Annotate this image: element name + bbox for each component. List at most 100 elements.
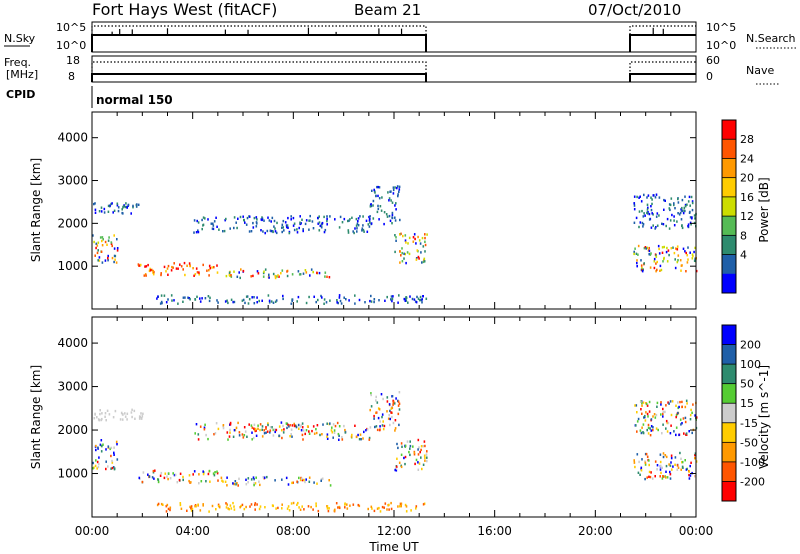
echo-cell xyxy=(297,295,300,299)
echo-cell xyxy=(250,503,253,506)
echo-cell xyxy=(206,269,208,272)
echo-cell xyxy=(299,425,302,428)
echo-cell xyxy=(399,233,401,236)
echo-cell xyxy=(392,192,395,195)
echo-cell xyxy=(239,506,241,509)
echo-cell xyxy=(241,433,244,436)
echo-cell xyxy=(197,229,199,232)
echo-cell xyxy=(184,296,186,299)
echo-cell xyxy=(112,416,115,419)
echo-cell xyxy=(213,220,216,223)
echo-cell xyxy=(301,218,303,221)
echo-cell xyxy=(673,219,675,222)
echo-cell xyxy=(159,302,162,305)
echo-cell xyxy=(685,468,688,471)
echo-cell xyxy=(260,229,262,232)
echo-cell xyxy=(390,407,393,410)
echo-cell xyxy=(220,476,223,479)
echo-cell xyxy=(301,477,303,480)
echo-cell xyxy=(190,481,192,484)
echo-cell xyxy=(207,295,210,298)
echo-cell xyxy=(250,275,252,278)
echo-cell xyxy=(184,273,186,277)
echo-cell xyxy=(652,426,654,429)
echo-cell xyxy=(654,416,657,419)
echo-cell xyxy=(281,230,283,234)
echo-cell xyxy=(229,421,232,425)
echo-cell xyxy=(651,212,653,215)
echo-cell xyxy=(281,226,283,229)
echo-cell xyxy=(397,505,399,508)
echo-cell xyxy=(293,228,296,232)
echo-cell xyxy=(639,221,642,224)
echo-cell xyxy=(689,210,691,214)
echo-cell xyxy=(665,476,667,479)
echo-cell xyxy=(274,230,277,233)
echo-cell xyxy=(387,417,390,420)
echo-cell xyxy=(318,221,321,224)
echo-cell xyxy=(660,401,662,404)
echo-cell xyxy=(311,220,314,223)
echo-cell xyxy=(376,210,379,214)
echo-cell xyxy=(305,219,308,222)
echo-cell xyxy=(689,418,692,421)
echo-cell xyxy=(318,215,320,218)
echo-cell xyxy=(272,272,275,276)
echo-cell xyxy=(98,419,101,422)
echo-cell xyxy=(163,476,166,480)
echo-cell xyxy=(163,294,166,297)
echo-cell xyxy=(680,264,683,267)
echo-cell xyxy=(635,404,638,407)
echo-cell xyxy=(670,424,672,427)
echo-cell xyxy=(242,269,245,273)
echo-cell xyxy=(396,457,398,460)
echo-cell xyxy=(178,478,181,482)
echo-cell xyxy=(379,205,382,208)
echo-cell xyxy=(399,502,402,505)
echo-cell xyxy=(160,471,163,475)
echo-cell xyxy=(677,406,679,410)
echo-cell xyxy=(233,429,236,432)
echo-cell xyxy=(93,417,96,420)
echo-cell xyxy=(656,401,659,405)
echo-cell xyxy=(383,222,385,226)
echo-cell xyxy=(172,266,174,269)
echo-cell xyxy=(397,193,399,196)
echo-cell xyxy=(108,236,110,239)
echo-cell xyxy=(334,424,337,428)
echo-cell xyxy=(157,478,160,481)
echo-cell xyxy=(638,196,640,199)
echo-cell xyxy=(331,426,333,429)
echo-cell xyxy=(307,505,310,508)
echo-cell xyxy=(237,217,239,220)
echo-cell xyxy=(418,462,421,465)
echo-cell xyxy=(377,185,379,189)
echo-cell xyxy=(684,416,687,420)
echo-cell xyxy=(283,428,285,431)
echo-cell xyxy=(333,429,336,432)
echo-cell xyxy=(662,260,664,263)
echo-cell xyxy=(182,300,184,303)
echo-cell xyxy=(642,431,644,434)
echo-cell xyxy=(648,249,651,253)
echo-cell xyxy=(398,402,401,405)
echo-cell xyxy=(92,234,94,237)
echo-cell xyxy=(262,476,265,479)
echo-cell xyxy=(340,302,343,305)
echo-cell xyxy=(681,226,684,230)
echo-cell xyxy=(235,426,238,429)
echo-cell xyxy=(645,247,647,250)
echo-cell xyxy=(650,226,653,229)
echo-cell xyxy=(660,403,662,406)
echo-cell xyxy=(404,239,407,242)
echo-cell xyxy=(250,424,253,427)
echo-cell xyxy=(304,432,306,436)
echo-cell xyxy=(397,301,399,304)
echo-cell xyxy=(95,242,98,245)
echo-cell xyxy=(354,227,356,230)
echo-cell xyxy=(202,470,204,473)
echo-cell xyxy=(412,445,414,448)
echo-cell xyxy=(353,231,355,235)
echo-cell xyxy=(637,244,640,248)
